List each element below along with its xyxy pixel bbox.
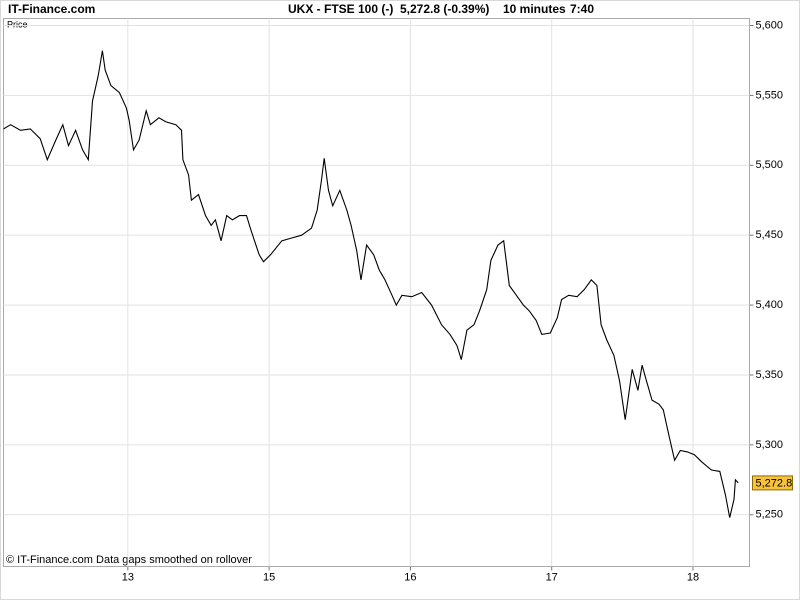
footnote: © IT-Finance.com Data gaps smoothed on r… xyxy=(6,554,252,566)
x-tick-label: 16 xyxy=(404,571,416,583)
interval: 10 minutes xyxy=(503,2,566,16)
y-tick-label: 5,400 xyxy=(756,299,784,311)
last-value-label: 5,272.8 xyxy=(756,477,793,489)
last-value-box xyxy=(752,475,793,491)
y-tick-label: 5,250 xyxy=(756,509,784,521)
x-tick-label: 17 xyxy=(546,571,558,583)
x-tick-label: 13 xyxy=(122,571,134,583)
time: 7:40 xyxy=(570,2,594,16)
plot-area xyxy=(3,18,750,567)
x-tick-label: 18 xyxy=(687,571,699,583)
price-line xyxy=(3,50,739,518)
y-tick-label: 5,300 xyxy=(756,439,784,451)
x-tick-label: 15 xyxy=(263,571,275,583)
y-tick-label: 5,350 xyxy=(756,369,784,381)
symbol: UKX - FTSE 100 (-) xyxy=(288,2,393,16)
y-axis-label: Price xyxy=(7,19,28,29)
y-tick-label: 5,550 xyxy=(756,89,784,101)
site-name: IT-Finance.com xyxy=(8,2,95,16)
y-tick-label: 5,450 xyxy=(756,229,784,241)
y-tick-label: 5,600 xyxy=(756,19,784,31)
y-tick-label: 5,500 xyxy=(756,159,784,171)
quote: 5,272.8 (-0.39%) xyxy=(400,2,489,16)
